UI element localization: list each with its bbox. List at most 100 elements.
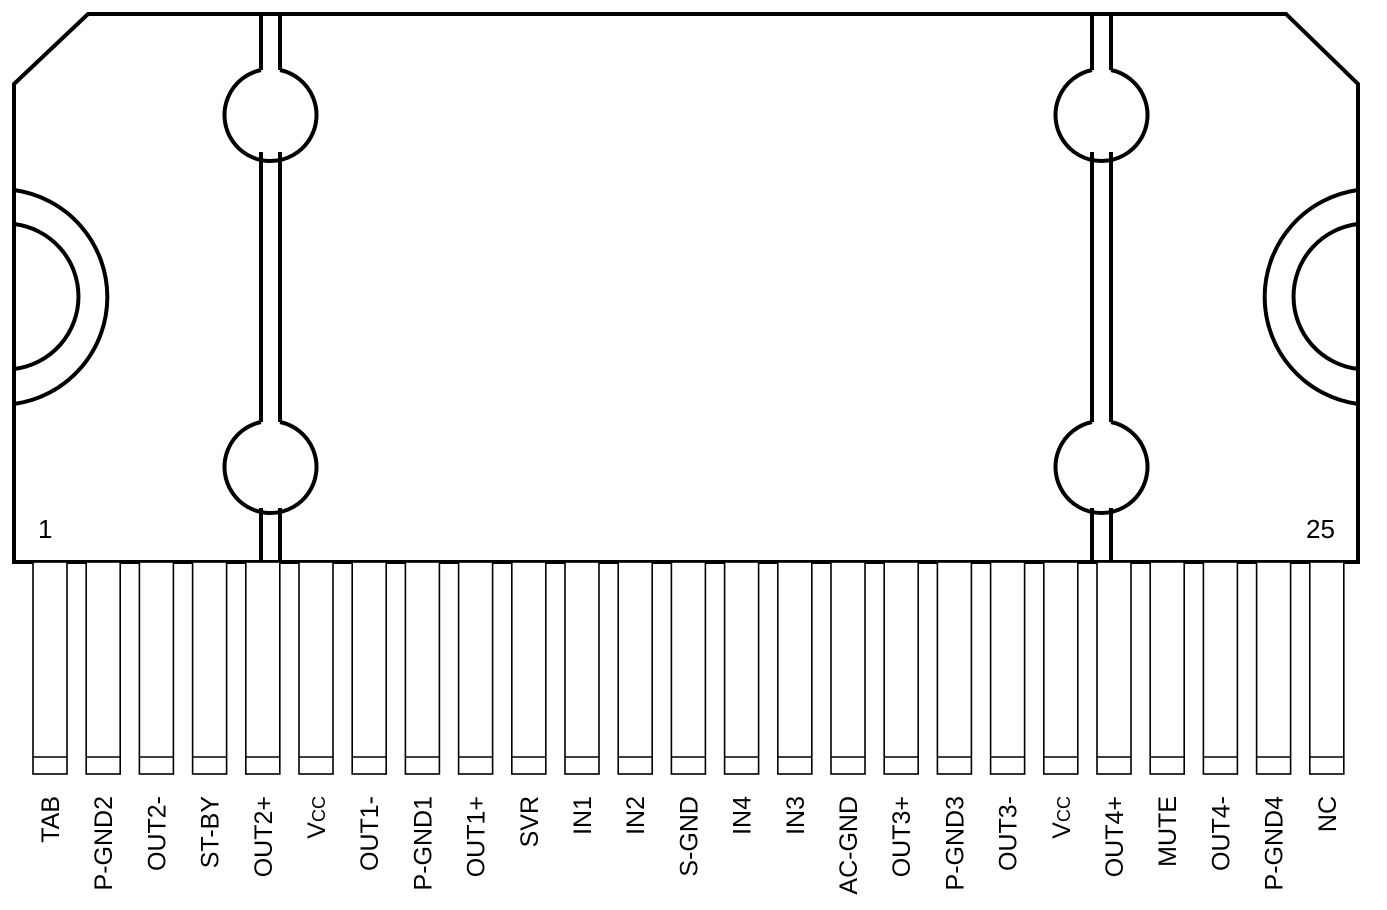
pin-4: ST-BY (191, 561, 228, 869)
pin-label: OUT1- (356, 796, 384, 871)
pin-lead (883, 561, 920, 775)
pin-20: VCC (1043, 561, 1079, 839)
pin-lead (32, 561, 68, 775)
left-mounting-slot (13, 188, 110, 406)
pin-23: OUT4- (1202, 561, 1239, 871)
pin-label-text: P-GND4 (1261, 796, 1289, 891)
pin-label-text: P-GND3 (941, 796, 969, 890)
pin-lead (510, 561, 547, 775)
pin-22: MUTE (1149, 561, 1185, 867)
right-heatsink-rail (1053, 14, 1150, 562)
pin-label-text: MUTE (1154, 796, 1182, 867)
pin-label-text: V (1048, 822, 1076, 839)
pin-lead (564, 561, 600, 775)
pin-label-text: SVR (516, 796, 544, 847)
pin-label-text: OUT3- (995, 796, 1023, 871)
pin-17: OUT3+ (883, 561, 920, 877)
pin-label-text: OUT4+ (1101, 796, 1129, 877)
last-pin-marker: 25 (1306, 514, 1335, 544)
pin-label: OUT3- (995, 796, 1023, 871)
pin-label-text: OUT3+ (888, 796, 916, 877)
pin-label: OUT2+ (250, 796, 278, 877)
pin-label: IN1 (569, 796, 597, 835)
left-heatsink-rail (222, 14, 319, 562)
pin-label-text: AC-GND (835, 796, 863, 895)
pin-label-text: OUT1- (356, 796, 384, 871)
pin-label: OUT3+ (888, 796, 916, 877)
pin-21: OUT4+ (1096, 561, 1132, 877)
pin-2: P-GND2 (85, 561, 121, 890)
pin-lead (1255, 561, 1292, 775)
pin-label: S-GND (675, 796, 703, 877)
pin-label: OUT1+ (463, 796, 491, 877)
pin-lead (830, 561, 866, 775)
package-body (12, 12, 1360, 564)
pin-label-text: V (303, 822, 331, 839)
pin-label: VCC (303, 796, 331, 839)
pin-label: IN2 (622, 796, 650, 835)
pin-lead (670, 561, 707, 775)
pin-lead (1149, 561, 1185, 775)
pin-9: OUT1+ (457, 561, 494, 877)
pin-label-text: IN1 (569, 796, 597, 835)
pin-label-text: NC (1314, 796, 1342, 832)
pin-14: IN4 (723, 561, 760, 835)
pin-12: IN2 (617, 561, 654, 835)
pin-label-text: IN3 (782, 796, 810, 835)
pin-label-text: ST-BY (197, 796, 225, 869)
pin-label-text: P-GND1 (409, 796, 437, 890)
pin-label: OUT2- (143, 796, 171, 871)
pin-label-text: IN2 (622, 796, 650, 835)
left-mounting-slot-inner (13, 222, 81, 371)
pin-lead (85, 561, 121, 775)
pin-lead (1309, 561, 1345, 775)
pin-lead (723, 561, 760, 775)
pin-label-subscript: CC (309, 796, 329, 822)
pin-lead (936, 561, 973, 775)
pin-label: P-GND1 (409, 796, 437, 890)
pin-label-text: OUT1+ (463, 796, 491, 877)
pin-label: AC-GND (835, 796, 863, 895)
pin-lead (1096, 561, 1132, 775)
pin-lead (617, 561, 654, 775)
pin-6: VCC (298, 561, 334, 839)
pin-label: SVR (516, 796, 544, 847)
first-pin-marker: 1 (38, 514, 52, 544)
pin-lead (1043, 561, 1079, 775)
pin-1: TAB (32, 561, 68, 843)
pin-lead (245, 561, 281, 775)
pin-15: IN3 (776, 561, 813, 835)
pins-group: TAB P-GND2 OUT2- ST-BY OUT2+ VCC OUT1- P-GND1 OU… (32, 561, 1345, 895)
right-mounting-slot (1262, 188, 1359, 406)
pin-label: IN3 (782, 796, 810, 835)
pin-lead (351, 561, 388, 775)
pin-label: MUTE (1154, 796, 1182, 867)
pin-16: AC-GND (830, 561, 866, 895)
pin-24: P-GND4 (1255, 561, 1292, 891)
pin-lead (191, 561, 228, 775)
pin-lead (138, 561, 175, 775)
pin-7: OUT1- (351, 561, 388, 871)
pin-lead (989, 561, 1026, 775)
pin-label: P-GND4 (1261, 796, 1289, 891)
pin-lead (776, 561, 813, 775)
pin-label: VCC (1048, 796, 1076, 839)
pin-label-text: IN4 (729, 796, 757, 835)
pin-5: OUT2+ (245, 561, 281, 877)
pin-label: P-GND3 (941, 796, 969, 890)
pin-label: ST-BY (197, 796, 225, 869)
pin-3: OUT2- (138, 561, 175, 871)
pin-label-subscript: CC (1054, 796, 1074, 822)
pin-lead (457, 561, 494, 775)
pin-11: IN1 (564, 561, 600, 835)
pin-label: P-GND2 (90, 796, 118, 890)
pin-lead (404, 561, 441, 775)
pin-label: IN4 (729, 796, 757, 835)
pin-label-text: S-GND (675, 796, 703, 877)
pin-19: OUT3- (989, 561, 1026, 871)
pin-18: P-GND3 (936, 561, 973, 890)
pin-10: SVR (510, 561, 547, 847)
right-mounting-slot-inner (1291, 222, 1359, 371)
pin-25: NC (1309, 561, 1345, 832)
